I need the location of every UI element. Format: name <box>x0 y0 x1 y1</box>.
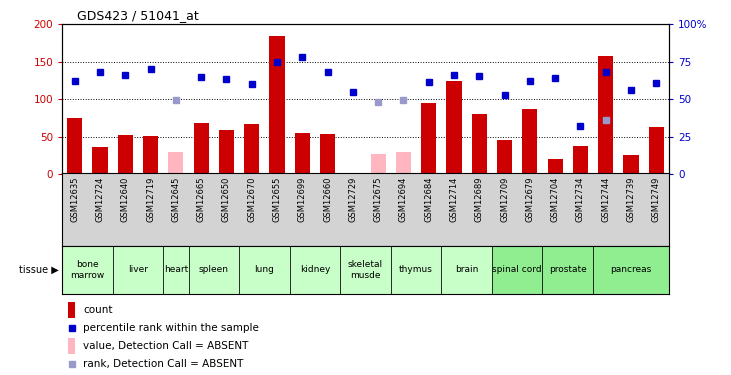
Bar <box>143 136 158 174</box>
Bar <box>270 36 284 174</box>
Text: percentile rank within the sample: percentile rank within the sample <box>83 323 260 333</box>
Bar <box>163 246 189 294</box>
Bar <box>492 246 542 294</box>
Text: GSM12724: GSM12724 <box>96 176 105 222</box>
Text: GSM12684: GSM12684 <box>424 176 433 222</box>
Text: GSM12699: GSM12699 <box>298 176 307 222</box>
Bar <box>194 123 209 174</box>
Bar <box>295 133 310 174</box>
Text: GSM12635: GSM12635 <box>70 176 79 222</box>
Bar <box>421 103 436 174</box>
Bar <box>548 159 563 174</box>
Bar <box>219 130 234 174</box>
Bar <box>189 246 239 294</box>
Text: tissue ▶: tissue ▶ <box>19 265 58 275</box>
Text: liver: liver <box>128 266 148 274</box>
Text: GSM12640: GSM12640 <box>121 176 130 222</box>
Bar <box>67 118 83 174</box>
Text: GSM12709: GSM12709 <box>500 176 509 222</box>
Text: pancreas: pancreas <box>610 266 651 274</box>
Text: GSM12689: GSM12689 <box>474 176 484 222</box>
Text: GSM12675: GSM12675 <box>374 176 382 222</box>
Text: GSM12744: GSM12744 <box>601 176 610 222</box>
Bar <box>442 246 492 294</box>
Text: GSM12729: GSM12729 <box>349 176 357 222</box>
Text: lung: lung <box>254 266 274 274</box>
Text: value, Detection Call = ABSENT: value, Detection Call = ABSENT <box>83 341 249 351</box>
Bar <box>447 81 461 174</box>
Text: GSM12749: GSM12749 <box>652 176 661 222</box>
Text: GSM12665: GSM12665 <box>197 176 205 222</box>
Text: spinal cord: spinal cord <box>493 266 542 274</box>
Bar <box>68 338 75 354</box>
Bar <box>62 246 113 294</box>
Text: GSM12650: GSM12650 <box>222 176 231 222</box>
Text: GSM12655: GSM12655 <box>273 176 281 222</box>
Text: GSM12704: GSM12704 <box>550 176 560 222</box>
Text: rank, Detection Call = ABSENT: rank, Detection Call = ABSENT <box>83 359 243 369</box>
Bar <box>598 56 613 174</box>
Bar <box>593 246 669 294</box>
Bar <box>542 246 593 294</box>
Bar <box>624 155 638 174</box>
Text: prostate: prostate <box>549 266 586 274</box>
Text: GSM12645: GSM12645 <box>171 176 181 222</box>
Text: thymus: thymus <box>399 266 433 274</box>
Bar <box>340 246 391 294</box>
Bar <box>648 127 664 174</box>
Bar <box>573 146 588 174</box>
Bar <box>239 246 289 294</box>
Bar <box>118 135 133 174</box>
Bar <box>471 114 487 174</box>
Bar <box>168 152 183 174</box>
Text: skeletal
musde: skeletal musde <box>348 260 383 280</box>
Bar <box>244 124 260 174</box>
Bar <box>92 147 107 174</box>
Bar <box>371 154 386 174</box>
Text: spleen: spleen <box>199 266 229 274</box>
Bar <box>320 134 335 174</box>
Text: bone
marrow: bone marrow <box>70 260 105 280</box>
Bar <box>522 109 537 174</box>
Bar <box>289 246 340 294</box>
Text: GDS423 / 51041_at: GDS423 / 51041_at <box>77 9 199 22</box>
Bar <box>391 246 442 294</box>
Bar <box>497 140 512 174</box>
Text: GSM12694: GSM12694 <box>399 176 408 222</box>
Text: GSM12660: GSM12660 <box>323 176 332 222</box>
Text: GSM12714: GSM12714 <box>450 176 458 222</box>
Bar <box>395 152 411 174</box>
Text: GSM12670: GSM12670 <box>247 176 257 222</box>
Text: brain: brain <box>455 266 478 274</box>
Text: GSM12719: GSM12719 <box>146 176 155 222</box>
Text: GSM12679: GSM12679 <box>526 176 534 222</box>
Bar <box>113 246 163 294</box>
Text: kidney: kidney <box>300 266 330 274</box>
Text: GSM12739: GSM12739 <box>626 176 635 222</box>
Text: heart: heart <box>164 266 188 274</box>
Text: count: count <box>83 305 113 315</box>
Bar <box>68 302 75 318</box>
Text: GSM12734: GSM12734 <box>576 176 585 222</box>
